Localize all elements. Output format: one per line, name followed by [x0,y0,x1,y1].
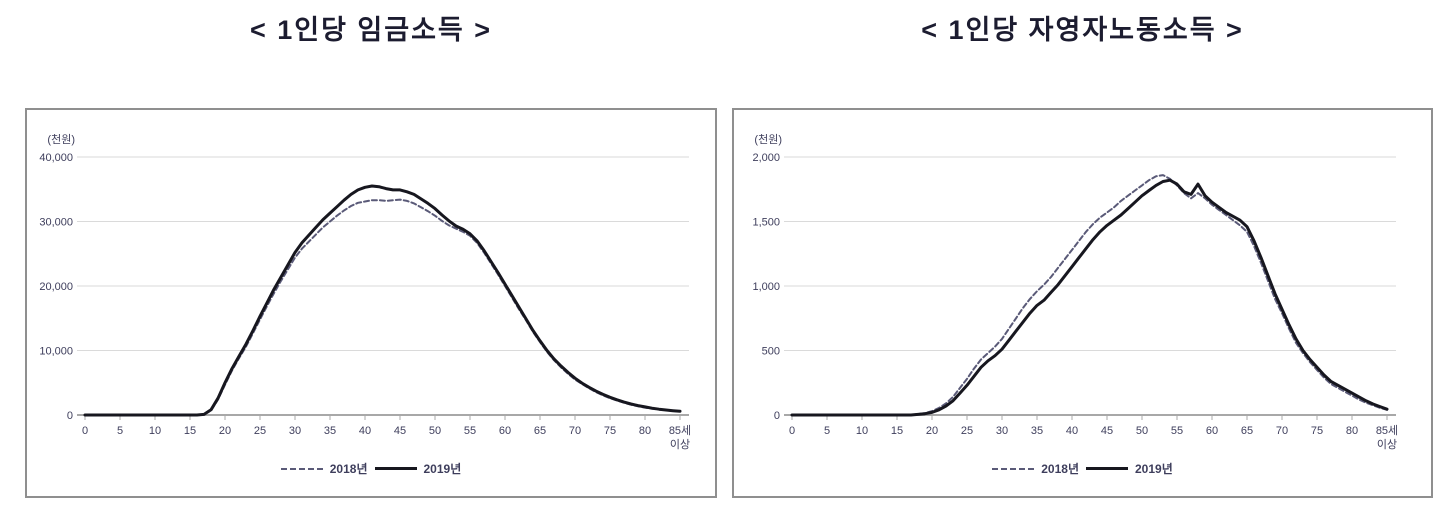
legend-swatch-solid [374,467,417,470]
wage-income-chart: 0 5 10 15 20 25 30 35 40 45 50 55 60 65 70 75 80 85세 이상 0 10… [27,110,715,496]
svg-text:10: 10 [149,425,161,437]
svg-text:0: 0 [789,425,795,437]
legend-label: 2018년 [329,462,368,476]
svg-text:85세: 85세 [669,424,691,437]
right-chart-title: < 1인당 자영자노동소득 > [921,15,1244,45]
svg-text:30: 30 [289,425,301,437]
svg-text:35: 35 [1031,425,1043,437]
svg-text:40: 40 [359,425,371,437]
y-axis-unit-label: (천원) [754,132,782,146]
svg-text:80: 80 [1346,425,1358,437]
series-line-dashed [791,174,1388,416]
svg-text:0: 0 [774,410,780,422]
series-line-dashed [84,198,681,416]
svg-text:40,000: 40,000 [39,152,73,164]
svg-text:30: 30 [996,425,1008,437]
legend-swatch-solid [1086,467,1128,470]
svg-text:10,000: 10,000 [39,346,73,358]
svg-text:85세: 85세 [1376,424,1398,437]
self-employment-income-chart: 0 5 10 15 20 25 30 35 40 45 50 55 60 65 70 75 80 85세 이상 0 50… [734,110,1422,496]
svg-text:20: 20 [219,425,231,437]
gridlines [77,156,689,351]
svg-text:0: 0 [67,410,73,422]
legend-swatch-dashed [992,467,1035,470]
left-chart-title: < 1인당 임금소득 > [249,15,493,45]
svg-text:60: 60 [499,425,511,437]
y-tick-labels: 0 500 1,000 1,500 2,000 [752,152,780,422]
y-tick-labels: 0 10,000 20,000 30,000 40,000 [39,152,73,422]
series-line-solid [790,178,1389,417]
svg-text:5: 5 [117,425,123,437]
svg-text:80: 80 [639,425,651,437]
svg-text:75: 75 [1311,425,1323,437]
svg-text:2,000: 2,000 [752,152,780,164]
svg-text:20,000: 20,000 [39,281,73,293]
svg-text:15: 15 [184,425,196,437]
svg-text:이상: 이상 [670,438,690,451]
svg-text:30,000: 30,000 [39,217,73,229]
svg-text:65: 65 [534,425,546,437]
svg-text:40: 40 [1066,425,1078,437]
series-line-solid [83,184,682,417]
svg-text:70: 70 [1276,425,1288,437]
svg-text:15: 15 [891,425,903,437]
svg-text:35: 35 [324,425,336,437]
svg-text:60: 60 [1206,425,1218,437]
svg-text:50: 50 [429,425,441,437]
svg-text:25: 25 [961,425,973,437]
svg-text:75: 75 [604,425,616,437]
svg-text:20: 20 [926,425,938,437]
svg-text:45: 45 [1101,425,1113,437]
svg-text:10: 10 [856,425,868,437]
svg-text:25: 25 [254,425,266,437]
svg-text:500: 500 [762,346,780,358]
svg-text:65: 65 [1241,425,1253,437]
svg-text:55: 55 [464,425,476,437]
legend-swatch-dashed [280,467,323,470]
svg-text:이상: 이상 [1377,438,1397,451]
svg-text:0: 0 [82,425,88,437]
self-employment-income-chart-panel: 0 5 10 15 20 25 30 35 40 45 50 55 60 65 70 75 80 85세 이상 0 50… [732,108,1433,498]
y-axis-unit-label: (천원) [47,132,75,146]
svg-text:50: 50 [1136,425,1148,437]
legend-label: 2019년 [423,462,462,476]
x-axis-ticks [84,416,681,420]
svg-text:45: 45 [394,425,406,437]
svg-text:70: 70 [569,425,581,437]
legend-label: 2018년 [1041,462,1079,476]
svg-text:5: 5 [824,425,830,437]
svg-text:1,000: 1,000 [752,281,780,293]
gridlines [784,156,1396,351]
chart-legend: 2018년 2019년 [27,460,715,477]
chart-legend: 2018년 2019년 [734,460,1431,477]
legend-label: 2019년 [1135,462,1173,476]
x-axis-ticks [791,416,1388,420]
svg-text:55: 55 [1171,425,1183,437]
svg-text:1,500: 1,500 [752,217,780,229]
wage-income-chart-panel: 0 5 10 15 20 25 30 35 40 45 50 55 60 65 70 75 80 85세 이상 0 10… [25,108,717,498]
